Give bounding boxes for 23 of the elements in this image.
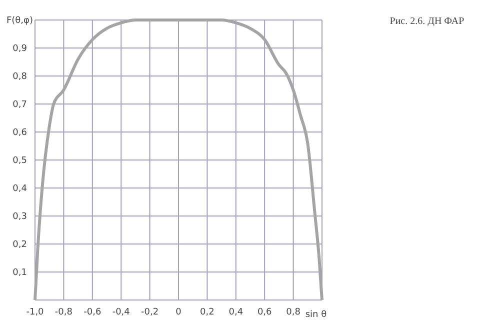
- x-tick-label: -0,8: [54, 307, 73, 318]
- y-tick-label: 0,6: [12, 128, 28, 138]
- x-axis-title: sin θ: [305, 310, 328, 320]
- y-tick-label: 0,5: [12, 156, 27, 166]
- x-tick-label: 0,8: [286, 307, 301, 318]
- x-tick-label: 0,2: [200, 307, 214, 318]
- x-tick-label: 0,6: [257, 307, 272, 318]
- x-tick-label: -1,0: [26, 307, 44, 318]
- y-tick-label: 0,9: [12, 44, 28, 54]
- x-tick-label: 0,4: [228, 307, 244, 318]
- y-tick-label: 0,1: [12, 268, 27, 278]
- text: Рис. 2.6. ДН ФАР: [390, 16, 465, 27]
- x-tick-label: -0,6: [84, 307, 102, 318]
- line-series: [34, 18, 324, 302]
- y-tick-label: 0,8: [12, 72, 28, 82]
- y-axis-title: F(θ,φ): [6, 16, 33, 26]
- y-tick-label: 0,3: [12, 212, 27, 222]
- x-tick-label: -0,4: [112, 307, 130, 318]
- y-tick-label: 0,4: [12, 184, 28, 194]
- x-tick-label: 0: [176, 307, 182, 318]
- y-tick-label: 0,2: [12, 240, 27, 250]
- x-tick-label: -0,2: [141, 307, 159, 318]
- y-tick-label: 0,7: [12, 100, 27, 110]
